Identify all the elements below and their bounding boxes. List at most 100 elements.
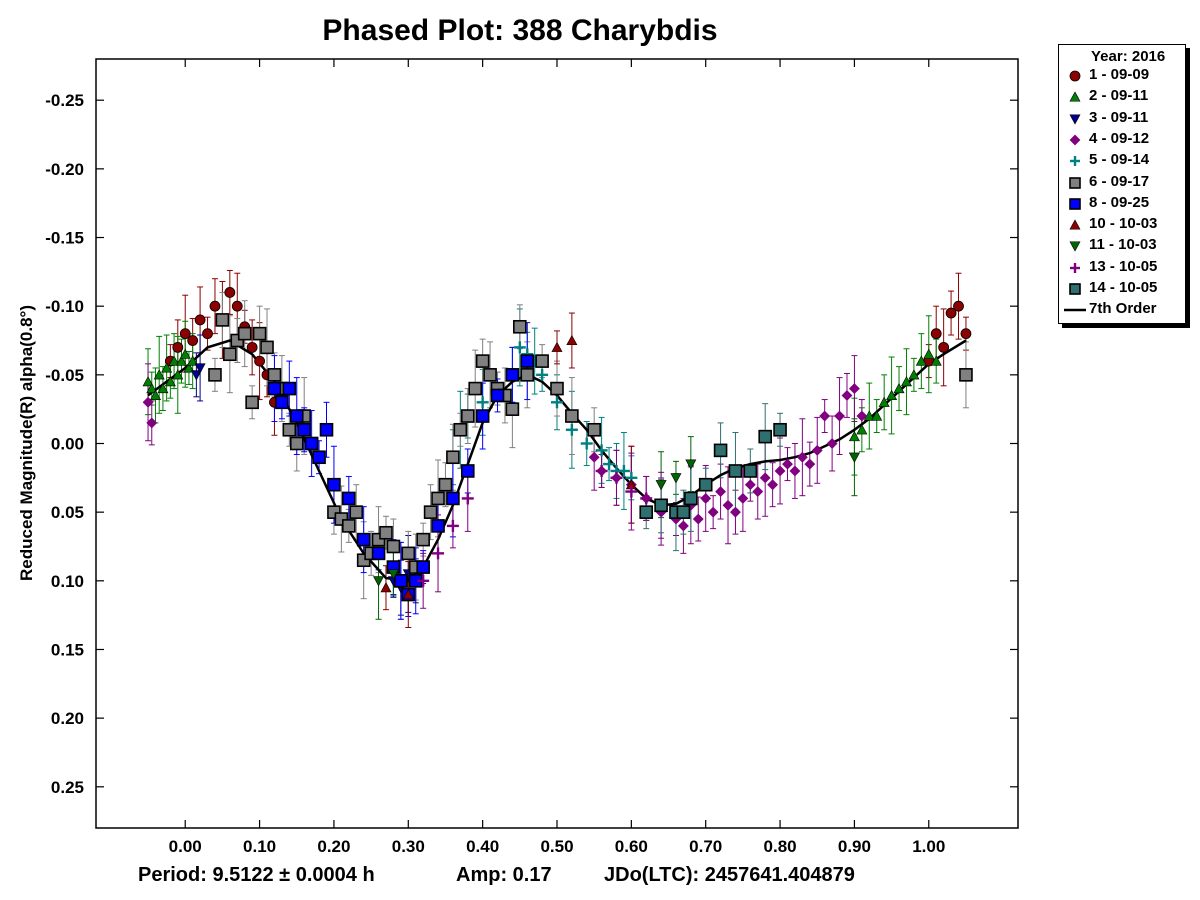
legend-marker-shape [1069, 241, 1081, 253]
legend-label: 13 - 10-05 [1089, 257, 1158, 275]
x-tick-label: 0.00 [169, 837, 202, 856]
error-bars [145, 269, 969, 629]
data-point [640, 492, 653, 505]
data-point [513, 319, 527, 334]
data-point [782, 458, 793, 470]
data-point [394, 574, 408, 588]
data-point [789, 465, 801, 477]
data-point [565, 409, 579, 423]
legend-marker-shape [1069, 70, 1081, 82]
data-point [312, 450, 326, 465]
legend-marker-shape [1069, 283, 1081, 295]
legend: Year: 2016 1 - 09-09 2 - 09-11 3 - 09-11 4 … [1058, 44, 1186, 324]
data-point [164, 376, 176, 387]
period-text: Period: 9.5122 ± 0.0004 h [138, 864, 375, 886]
data-point [953, 300, 964, 312]
y-tick-label: 0.10 [51, 572, 84, 591]
data-point [431, 519, 445, 533]
legend-marker-shape [1069, 91, 1081, 102]
data-point [752, 486, 764, 497]
data-point [730, 506, 741, 518]
y-axis-label-group: Reduced Magnitude(R) alpha(0.8°) [17, 305, 36, 581]
data-point [490, 388, 505, 403]
data-point [483, 368, 497, 382]
y-tick-label: -0.05 [45, 366, 84, 385]
data-point [379, 525, 393, 540]
data-point [475, 409, 490, 423]
data-point [356, 532, 371, 547]
data-point [639, 505, 654, 519]
data-point [595, 464, 608, 477]
data-point [685, 459, 697, 470]
data-point [915, 355, 927, 366]
data-point [208, 368, 222, 382]
data-point [551, 341, 563, 352]
data-point [811, 444, 823, 456]
y-tick-label: -0.20 [45, 160, 84, 179]
data-point [587, 422, 601, 437]
data-point [224, 287, 236, 298]
data-point [654, 498, 668, 513]
legend-item: 4 - 09-12 [1059, 129, 1185, 150]
data-point [297, 422, 311, 437]
data-point [187, 335, 199, 346]
legend-marker [1064, 309, 1086, 312]
legend-marker [1069, 134, 1081, 146]
data-point [146, 417, 158, 429]
legend-marker [1069, 91, 1081, 102]
data-point [930, 355, 942, 366]
legend-label: 14 - 10-05 [1089, 279, 1158, 296]
data-point [804, 458, 816, 470]
data-point [142, 396, 154, 408]
jdo-text: JDo(LTC): 2457641.404879 [604, 864, 855, 886]
data-point [453, 422, 468, 437]
data-point [179, 348, 191, 359]
legend-marker-shape [1069, 197, 1081, 210]
data-point [209, 300, 221, 312]
legend-item: 5 - 09-14 [1059, 150, 1185, 171]
data-point [856, 410, 868, 422]
y-tick-label: 0.25 [51, 778, 84, 797]
data-point [505, 368, 520, 382]
legend-item: 13 - 10-05 [1059, 257, 1185, 278]
data-point [349, 505, 364, 519]
chart-title: Phased Plot: 388 Charybdis [322, 14, 718, 47]
data-point [945, 307, 957, 319]
data-point [588, 451, 600, 463]
data-point [923, 348, 935, 359]
data-point [938, 341, 950, 353]
data-point [416, 532, 430, 547]
data-point [416, 560, 430, 574]
data-point [252, 326, 267, 341]
data-point [153, 369, 165, 380]
y-tick-label: 0.20 [51, 709, 84, 728]
legend-label: 5 - 09-14 [1089, 151, 1150, 169]
x-tick-label: 0.80 [764, 837, 797, 856]
data-point [848, 431, 860, 442]
legend-marker-shape [1069, 219, 1081, 230]
data-point [468, 381, 483, 396]
data-point [373, 576, 385, 587]
data-point [179, 328, 191, 340]
data-point [237, 326, 252, 341]
data-point [282, 381, 297, 396]
data-point [223, 347, 237, 362]
data-point [446, 491, 460, 506]
legend-item: 10 - 10-03 [1059, 214, 1185, 235]
data-point [595, 444, 608, 457]
x-tick-label: 0.70 [689, 837, 722, 856]
data-point [959, 368, 973, 382]
data-point [187, 355, 199, 366]
data-point [819, 410, 831, 422]
data-point [401, 546, 416, 561]
data-point [713, 443, 728, 458]
x-tick-label: 0.50 [540, 837, 573, 856]
legend-marker [1069, 176, 1081, 189]
data-point [848, 452, 860, 463]
data-points [142, 287, 973, 602]
y-tick-label: -0.25 [45, 91, 84, 110]
data-point [796, 451, 808, 463]
data-point [446, 519, 459, 532]
legend-item: 14 - 10-05 [1059, 278, 1185, 299]
legend-label: 4 - 09-12 [1089, 129, 1150, 147]
